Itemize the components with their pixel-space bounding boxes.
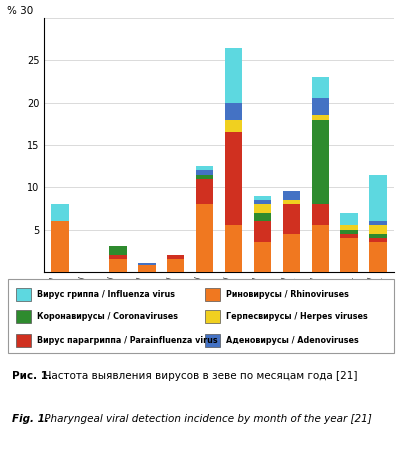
Bar xyxy=(138,263,155,265)
Bar xyxy=(167,259,184,272)
Bar xyxy=(369,225,386,234)
Text: Pharyngeal viral detection incidence by month of the year [21]: Pharyngeal viral detection incidence by … xyxy=(41,414,371,424)
Bar xyxy=(253,212,270,221)
Text: % 30: % 30 xyxy=(8,5,34,15)
Bar xyxy=(253,204,270,212)
Bar xyxy=(369,234,386,238)
Bar xyxy=(224,225,242,272)
Bar xyxy=(253,200,270,204)
Bar xyxy=(51,221,69,272)
Bar xyxy=(195,170,213,174)
Bar xyxy=(109,255,126,259)
Bar xyxy=(205,310,220,323)
Bar xyxy=(195,179,213,204)
Text: Аденовирусы / Adenoviruses: Аденовирусы / Adenoviruses xyxy=(225,336,358,345)
Bar xyxy=(224,132,242,225)
Bar xyxy=(311,204,328,225)
FancyBboxPatch shape xyxy=(8,279,393,353)
Bar xyxy=(16,334,31,347)
Bar xyxy=(224,120,242,132)
Bar xyxy=(195,204,213,272)
Bar xyxy=(195,166,213,170)
Text: Рис. 1.: Рис. 1. xyxy=(12,371,52,381)
Bar xyxy=(195,174,213,179)
Bar xyxy=(109,259,126,272)
Bar xyxy=(224,103,242,120)
Bar xyxy=(311,77,328,98)
Text: Вирус парагриппа / Parainfluenza virus: Вирус парагриппа / Parainfluenza virus xyxy=(37,336,217,345)
Bar xyxy=(51,204,69,221)
Bar xyxy=(340,234,357,238)
Text: Вирус гриппа / Influenza virus: Вирус гриппа / Influenza virus xyxy=(37,290,174,299)
Bar xyxy=(16,288,31,301)
Bar xyxy=(311,98,328,116)
Bar xyxy=(16,310,31,323)
Bar xyxy=(340,225,357,230)
Bar xyxy=(340,238,357,272)
Text: Герпесвирусы / Herpes viruses: Герпесвирусы / Herpes viruses xyxy=(225,312,367,321)
Bar xyxy=(282,200,299,204)
Bar xyxy=(369,242,386,272)
Text: Fig. 1.: Fig. 1. xyxy=(12,414,49,424)
Bar xyxy=(282,192,299,200)
Bar xyxy=(282,234,299,272)
Text: Коронавирусы / Coronaviruses: Коронавирусы / Coronaviruses xyxy=(37,312,178,321)
Bar xyxy=(369,238,386,242)
Bar xyxy=(138,265,155,272)
Bar xyxy=(205,334,220,347)
Bar xyxy=(253,221,270,242)
Bar xyxy=(205,288,220,301)
Bar xyxy=(369,174,386,221)
Bar xyxy=(253,242,270,272)
Bar xyxy=(167,255,184,259)
Bar xyxy=(311,120,328,204)
Text: Риновирусы / Rhinoviruses: Риновирусы / Rhinoviruses xyxy=(225,290,348,299)
Bar xyxy=(311,116,328,120)
Bar xyxy=(340,230,357,234)
Text: Частота выявления вирусов в зеве по месяцам года [21]: Частота выявления вирусов в зеве по меся… xyxy=(41,371,356,381)
Bar xyxy=(369,221,386,225)
Bar xyxy=(311,225,328,272)
Bar xyxy=(282,204,299,234)
Bar xyxy=(253,196,270,200)
Bar xyxy=(224,48,242,103)
Bar xyxy=(340,212,357,225)
Bar xyxy=(109,246,126,255)
